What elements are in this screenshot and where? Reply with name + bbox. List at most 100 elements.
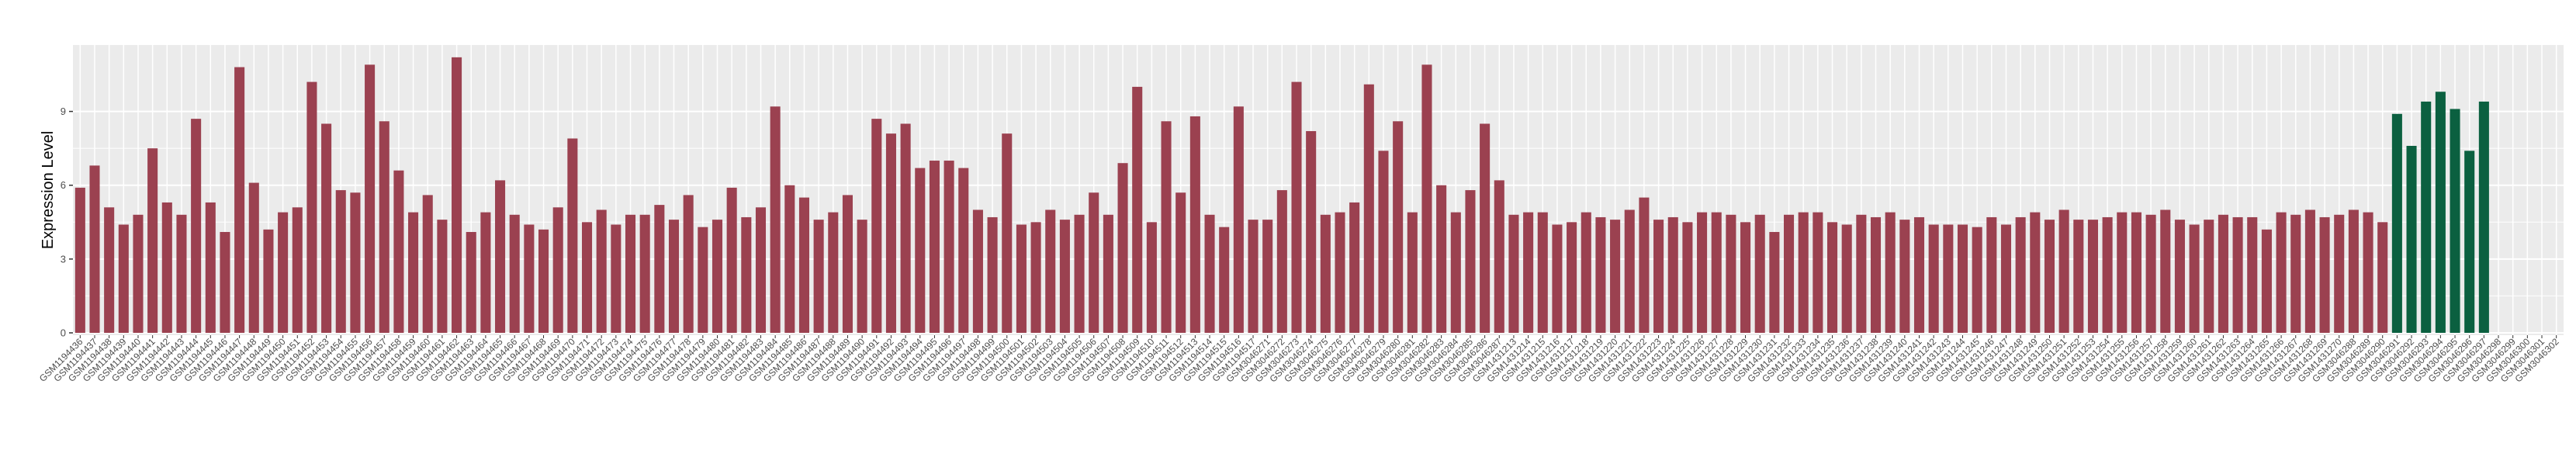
bar xyxy=(1421,64,1432,333)
bar xyxy=(1132,86,1143,334)
bar xyxy=(1074,214,1085,333)
bar xyxy=(1016,224,1027,333)
bar xyxy=(1363,84,1374,333)
bar xyxy=(1407,212,1418,333)
bar xyxy=(1595,216,1606,333)
y-tick-label: 0 xyxy=(61,327,66,339)
bar xyxy=(987,216,998,333)
bar xyxy=(885,133,896,333)
bar xyxy=(828,212,839,333)
bar xyxy=(813,220,824,333)
bar xyxy=(639,214,650,333)
x-axis: GSM1194436GSM1194437GSM1194438GSM1194439… xyxy=(37,335,2561,384)
bar xyxy=(1826,222,1838,333)
bar xyxy=(248,182,259,333)
bar xyxy=(726,187,737,333)
bar xyxy=(1798,212,1809,333)
bar xyxy=(350,192,361,333)
bar xyxy=(581,222,593,333)
bar xyxy=(611,224,621,333)
bar xyxy=(741,216,752,333)
bar xyxy=(2334,214,2345,333)
bar xyxy=(365,64,376,333)
bar xyxy=(625,214,636,333)
bar xyxy=(234,67,245,334)
y-axis-title: Expression Level xyxy=(40,131,57,249)
y-tick-label: 6 xyxy=(61,179,66,191)
bar xyxy=(784,185,795,333)
bar xyxy=(2290,214,2301,333)
y-tick-label: 9 xyxy=(61,106,66,117)
bar xyxy=(929,161,940,333)
bar xyxy=(220,231,230,333)
bar xyxy=(1870,216,1882,333)
bar xyxy=(1393,121,1404,334)
bar xyxy=(1813,212,1823,333)
bar xyxy=(1059,220,1070,333)
y-tick-label: 3 xyxy=(61,253,66,265)
bar xyxy=(1291,81,1302,334)
bar xyxy=(1885,212,1896,333)
bar xyxy=(89,165,100,333)
bar xyxy=(2117,212,2128,333)
bar xyxy=(668,220,680,333)
bar xyxy=(1320,214,1331,333)
bar xyxy=(2319,216,2330,333)
bar xyxy=(2145,214,2156,333)
bar xyxy=(770,106,781,333)
bar xyxy=(1682,222,1693,333)
bar xyxy=(2377,222,2388,333)
bar xyxy=(2015,216,2026,333)
bar xyxy=(1841,224,1852,333)
bar xyxy=(1349,202,1360,333)
bar xyxy=(509,214,520,333)
bar xyxy=(480,212,491,333)
bar xyxy=(1639,197,1650,333)
bar xyxy=(1653,220,1664,333)
bar xyxy=(2131,212,2141,333)
bar xyxy=(2478,101,2489,333)
bar xyxy=(2204,220,2214,333)
bar xyxy=(712,220,723,333)
bar xyxy=(278,212,289,333)
bar xyxy=(176,214,187,333)
bar xyxy=(943,161,954,333)
bar xyxy=(408,212,419,333)
bar xyxy=(1117,163,1128,333)
bar xyxy=(2087,220,2098,333)
bar xyxy=(104,207,115,333)
bar xyxy=(2073,220,2084,333)
bar xyxy=(755,207,767,333)
bar xyxy=(2058,209,2069,333)
bar xyxy=(2391,113,2402,334)
bar xyxy=(2363,212,2373,333)
bar xyxy=(958,168,969,333)
bar xyxy=(2232,216,2243,333)
bar xyxy=(1262,220,1273,333)
bar xyxy=(524,224,535,333)
bar xyxy=(567,138,578,333)
bar xyxy=(2406,146,2417,333)
bar xyxy=(842,195,853,333)
bar xyxy=(1972,227,1982,333)
bar xyxy=(2464,151,2475,333)
bar xyxy=(74,187,85,333)
bar xyxy=(306,81,317,334)
bar xyxy=(2174,220,2185,333)
bar xyxy=(683,195,694,333)
bar xyxy=(2348,209,2359,333)
bar xyxy=(1436,185,1447,333)
bar xyxy=(263,229,274,333)
bar xyxy=(1943,224,1954,333)
bar xyxy=(466,231,476,333)
bar xyxy=(1175,192,1186,333)
bar xyxy=(596,209,607,333)
bar xyxy=(1335,212,1345,333)
bar xyxy=(1784,214,1795,333)
bar xyxy=(1306,130,1317,333)
bar xyxy=(118,224,129,333)
bar xyxy=(2421,101,2432,333)
bar xyxy=(1103,214,1113,333)
bar xyxy=(2435,92,2446,333)
